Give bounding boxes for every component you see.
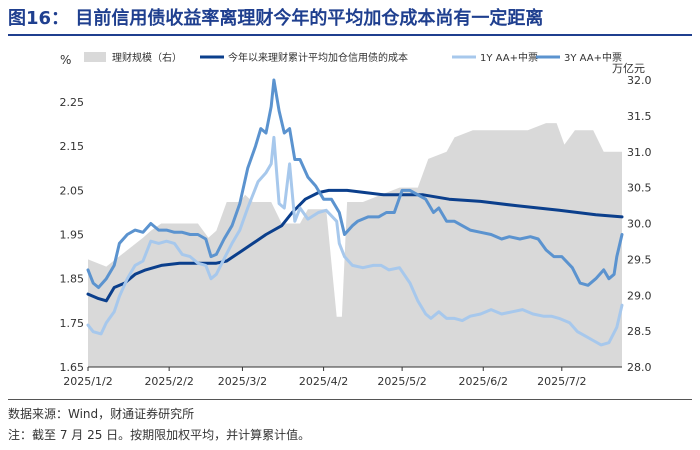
- left-tick-label: 2.15: [60, 140, 85, 153]
- lines-layer: [86, 78, 624, 347]
- right-tick-label: 30.0: [627, 218, 652, 231]
- left-tick-label: 1.75: [60, 317, 85, 330]
- right-axis-unit: 万亿元: [612, 62, 645, 75]
- x-tick-label: 2025/5/2: [377, 375, 426, 388]
- right-tick-label: 28.0: [627, 361, 652, 374]
- x-tick-label: 2025/3/2: [218, 375, 267, 388]
- figure-title: 图16： 目前信用债收益率离理财今年的平均加仓成本尚有一定距离: [8, 8, 544, 29]
- x-tick-label: 2025/2/2: [144, 375, 193, 388]
- series-line-1y-aa: [86, 135, 624, 347]
- left-axis-ticks: 1.65 1.75 1.85 1.95 2.05 2.15 2.25: [60, 96, 85, 374]
- legend-label: 1Y AA+中票: [480, 51, 538, 64]
- legend-label: 理财规模（右）: [112, 51, 182, 64]
- x-tick-label: 2025/4/2: [299, 375, 348, 388]
- right-axis-ticks: 28.0 28.5 29.0 29.5 30.0 30.5 31.0 31.5 32.0: [627, 74, 652, 374]
- bottom-rule: [8, 399, 692, 400]
- x-ticks: 2025/1/2 2025/2/2 2025/3/2 2025/4/2 2025/5/2…: [63, 367, 586, 388]
- right-tick-label: 29.0: [627, 289, 652, 302]
- right-tick-label: 32.0: [627, 74, 652, 87]
- legend-label: 今年以来理财累计平均加仓信用债的成本: [228, 51, 408, 64]
- legend-swatch: [84, 52, 106, 62]
- x-tick-label: 2025/6/2: [459, 375, 508, 388]
- legend: 理财规模（右） 今年以来理财累计平均加仓信用债的成本 1Y AA+中票 3Y AA+中…: [84, 51, 622, 64]
- left-tick-label: 1.95: [60, 229, 85, 242]
- right-tick-label: 28.5: [627, 325, 652, 338]
- series-line-series-1: [86, 188, 624, 303]
- left-tick-label: 1.85: [60, 273, 85, 286]
- right-tick-label: 31.0: [627, 146, 652, 159]
- chart: 2025/1/2 2025/2/2 2025/3/2 2025/4/2 2025/5/2…: [60, 51, 652, 388]
- series-area-scale: [88, 123, 622, 367]
- left-tick-label: 1.65: [60, 361, 85, 374]
- right-tick-label: 31.5: [627, 110, 652, 123]
- area-layer: [88, 123, 622, 367]
- footnote: 注：截至 7 月 25 日。按期限加权平均，并计算累计值。: [8, 428, 311, 442]
- x-tick-label: 2025/1/2: [63, 375, 112, 388]
- series-line-3y-aa: [86, 78, 624, 289]
- left-tick-label: 2.25: [60, 96, 85, 109]
- legend-label: 3Y AA+中票: [564, 51, 622, 64]
- x-tick-label: 2025/7/2: [537, 375, 586, 388]
- left-tick-label: 2.05: [60, 184, 85, 197]
- left-axis-unit: %: [60, 53, 71, 67]
- right-tick-label: 29.5: [627, 253, 652, 266]
- right-tick-label: 30.5: [627, 182, 652, 195]
- title-rule: [8, 34, 692, 36]
- source-note: 数据来源：Wind，财通证券研究所: [8, 407, 195, 421]
